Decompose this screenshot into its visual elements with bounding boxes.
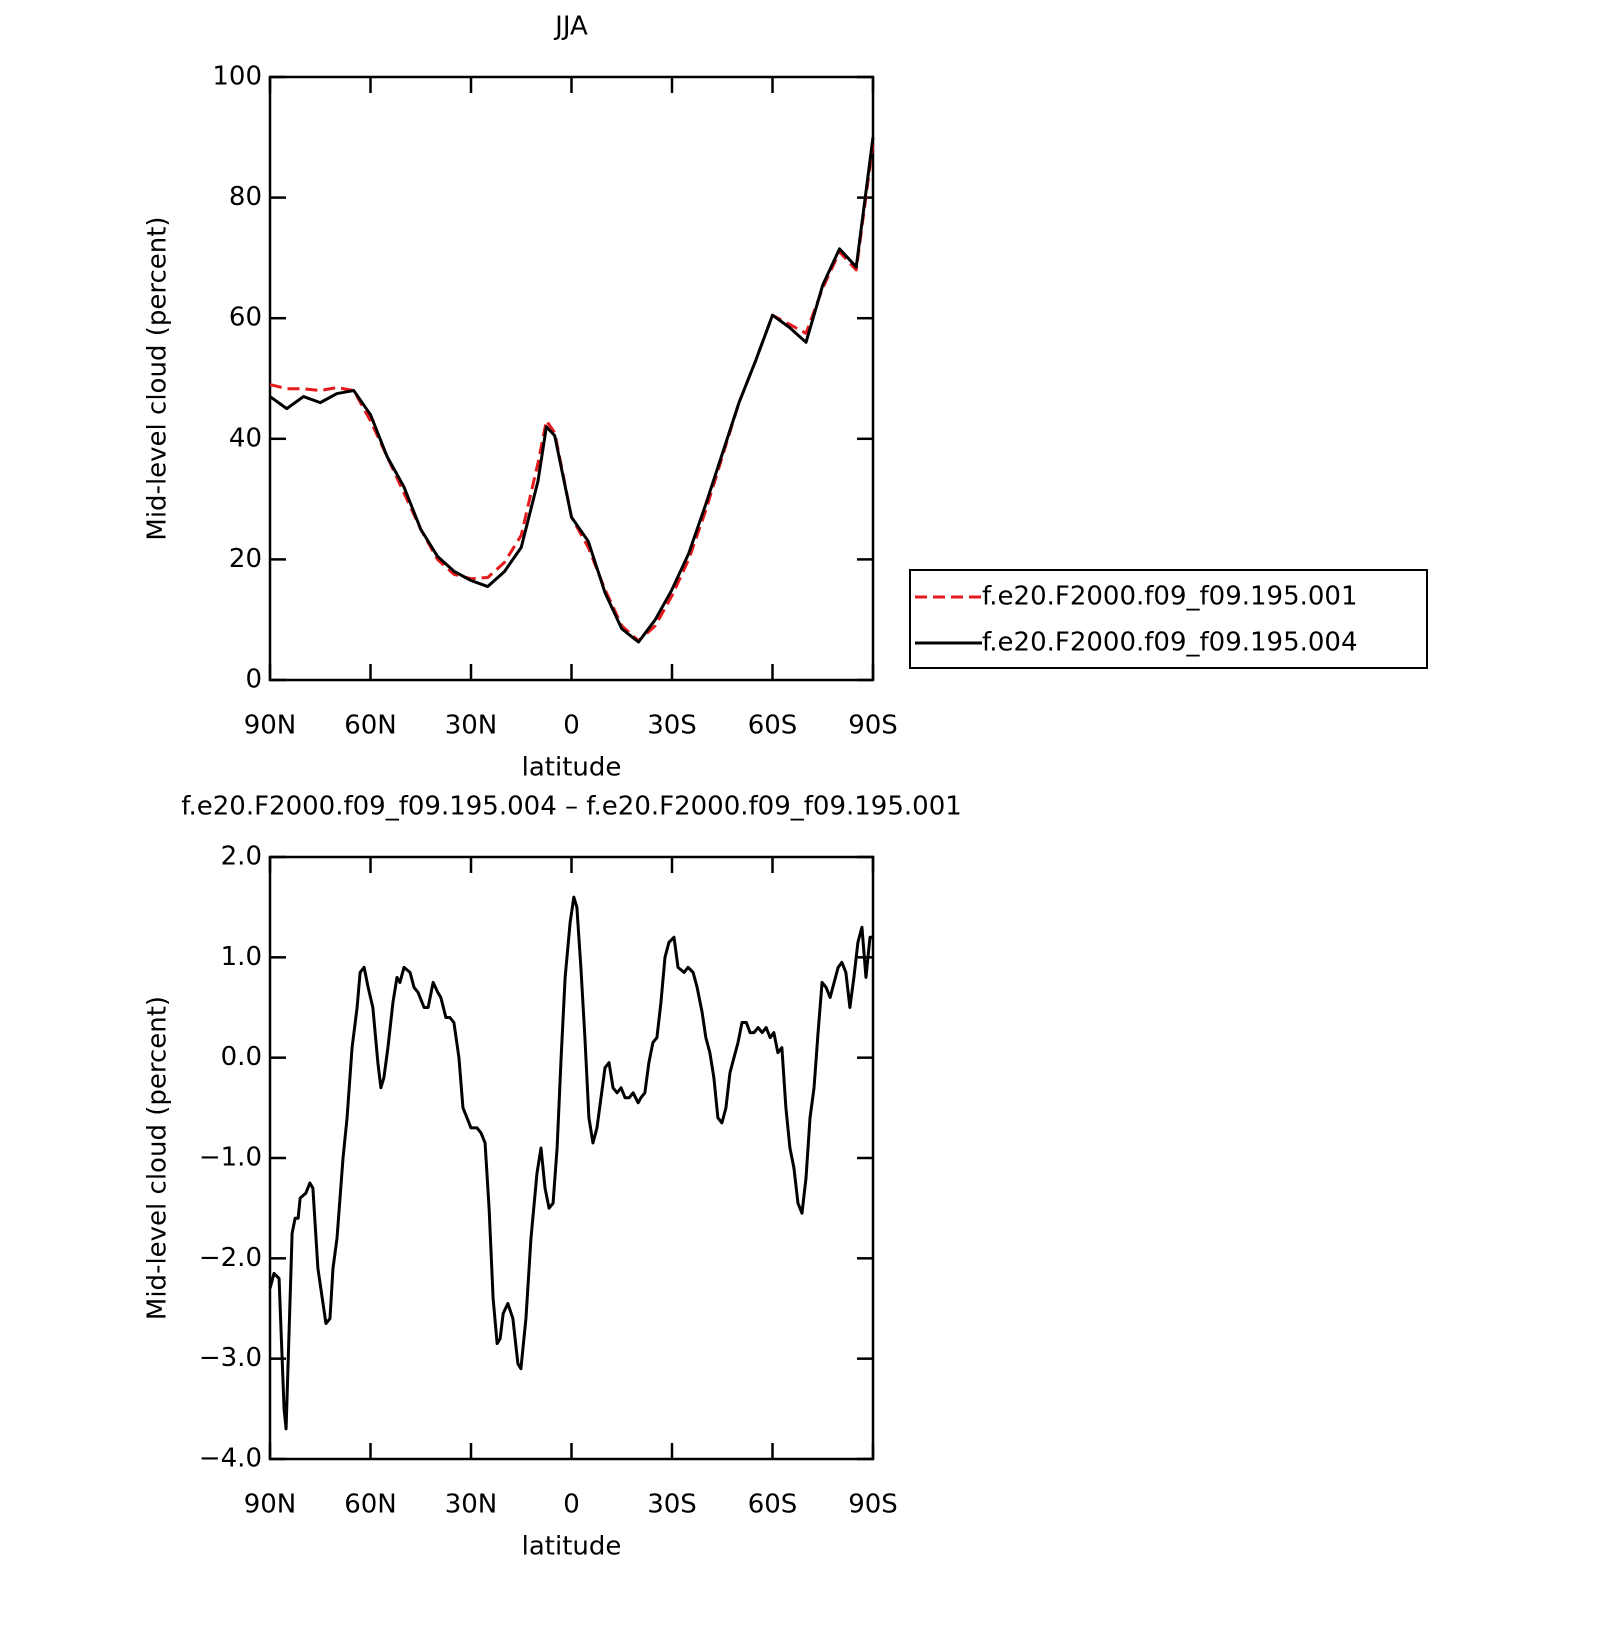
x-tick-label: 60S	[748, 1490, 798, 1520]
x-tick-label: 30S	[647, 711, 697, 741]
x-tick-label: 90N	[244, 711, 297, 741]
y-tick-label: 0.0	[221, 1042, 262, 1072]
x-tick-label: 90S	[848, 711, 898, 741]
x-tick-label: 60S	[748, 711, 798, 741]
x-tick-label: 30N	[445, 711, 498, 741]
x-tick-label: 0	[563, 711, 580, 741]
y-tick-label: 0	[245, 665, 262, 695]
y-axis-label: Mid-level cloud (percent)	[143, 996, 173, 1320]
y-tick-label: 2.0	[221, 842, 262, 872]
data-line	[269, 143, 875, 643]
y-tick-label: −3.0	[199, 1343, 262, 1373]
y-tick-label: 80	[229, 182, 262, 212]
data-line	[268, 895, 873, 1431]
x-tick-label: 0	[563, 1490, 580, 1520]
legend-label: f.e20.F2000.f09_f09.195.004	[982, 628, 1358, 658]
y-tick-label: 100	[212, 62, 262, 92]
plot-frame	[268, 855, 875, 1461]
y-tick-label: −1.0	[199, 1143, 262, 1173]
y-tick-label: 20	[229, 544, 262, 574]
x-axis-label: latitude	[522, 1532, 622, 1562]
y-tick-label: 60	[229, 303, 262, 333]
data-line	[269, 137, 875, 644]
chart-title: JJA	[553, 12, 588, 42]
y-axis-label: Mid-level cloud (percent)	[143, 216, 173, 540]
x-tick-label: 60N	[344, 711, 397, 741]
y-tick-label: −4.0	[199, 1444, 262, 1474]
legend-box	[909, 569, 1428, 669]
chart-title: f.e20.F2000.f09_f09.195.004 – f.e20.F200…	[181, 792, 962, 822]
x-tick-label: 30S	[647, 1490, 697, 1520]
x-tick-label: 30N	[445, 1490, 498, 1520]
x-tick-label: 90N	[244, 1490, 297, 1520]
x-tick-label: 90S	[848, 1490, 898, 1520]
x-axis-label: latitude	[522, 753, 622, 783]
y-tick-label: 40	[229, 423, 262, 453]
x-tick-label: 60N	[344, 1490, 397, 1520]
plot-frame	[268, 75, 875, 682]
y-tick-label: 1.0	[221, 942, 262, 972]
legend-label: f.e20.F2000.f09_f09.195.001	[982, 582, 1358, 612]
y-tick-label: −2.0	[199, 1243, 262, 1273]
